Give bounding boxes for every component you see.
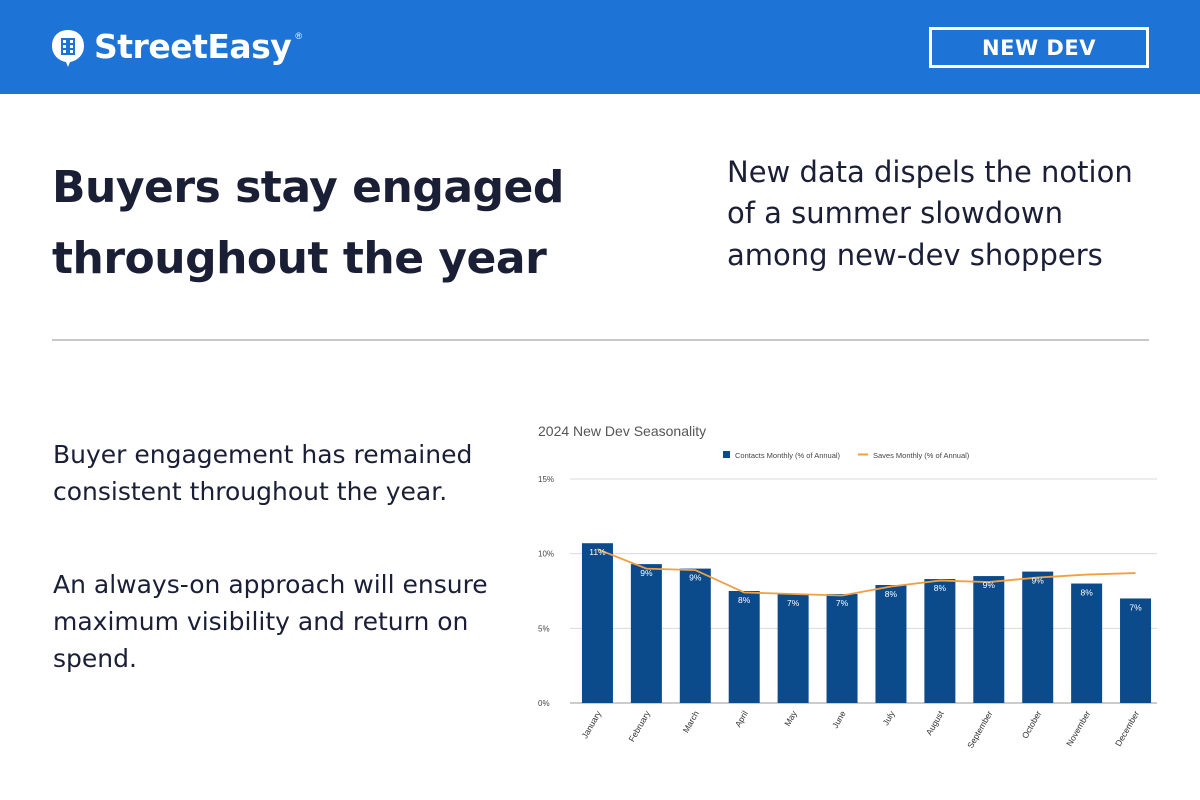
divider — [52, 339, 1149, 341]
bar-april — [728, 591, 760, 703]
brand-name: StreetEasy — [94, 26, 292, 66]
x-tick-label: October — [1020, 709, 1044, 740]
bar-december — [1120, 598, 1152, 703]
data-label: 7% — [787, 598, 800, 608]
headline-line-2: throughout the year — [52, 233, 547, 285]
body-paragraph-1: Buyer engagement has remained consistent… — [53, 440, 473, 506]
chart-svg: 2024 New Dev Seasonality Contacts Monthly… — [538, 423, 1157, 750]
data-label: 9% — [1032, 576, 1045, 586]
y-tick-label: 0% — [538, 699, 550, 708]
x-tick-label: January — [579, 708, 603, 740]
headline-line-1: Buyers stay engaged — [52, 162, 564, 213]
data-label: 7% — [1129, 602, 1142, 612]
x-tick-label: March — [681, 709, 702, 735]
registered-mark: ® — [295, 31, 302, 41]
header-bar: StreetEasy ® NEW DEV — [0, 0, 1200, 94]
bar-october — [1022, 571, 1054, 703]
bar-september — [973, 576, 1005, 703]
data-label: 8% — [738, 595, 751, 605]
data-label: 8% — [934, 583, 947, 593]
page-title: Buyers stay engaged throughout the year — [52, 152, 632, 295]
chart-title: 2024 New Dev Seasonality — [538, 423, 706, 439]
x-tick-label: April — [733, 709, 750, 729]
x-tick-label: November — [1064, 709, 1092, 748]
logo[interactable]: StreetEasy ® — [50, 26, 306, 68]
x-tick-label: July — [880, 708, 897, 727]
data-label: 8% — [885, 589, 898, 599]
building-icon — [52, 30, 84, 67]
x-tick-label: May — [782, 708, 799, 728]
data-label: 9% — [689, 573, 702, 583]
bar-august — [924, 579, 956, 703]
y-tick-label: 10% — [538, 550, 554, 559]
legend-label-contacts: Contacts Monthly (% of Annual) — [735, 451, 841, 460]
x-tick-label: December — [1113, 709, 1141, 748]
seasonality-chart: 2024 New Dev Seasonality Contacts Monthly… — [530, 418, 1170, 788]
x-tick-label: June — [830, 709, 848, 730]
y-tick-label: 5% — [538, 624, 550, 633]
bar-may — [777, 593, 809, 703]
data-label: 11% — [589, 547, 606, 557]
bar-march — [679, 568, 711, 703]
bar-june — [826, 593, 858, 703]
bar-january — [581, 543, 613, 703]
data-label: 7% — [836, 598, 849, 608]
subheadline: New data dispels the notion of a summer … — [727, 152, 1167, 276]
bar-july — [875, 585, 907, 703]
bar-november — [1071, 583, 1103, 703]
data-label: 8% — [1080, 588, 1093, 598]
subhead-line-2: of a summer slowdown — [727, 196, 1064, 231]
subhead-line-3: among new-dev shoppers — [727, 237, 1103, 272]
y-tick-label: 15% — [538, 475, 554, 484]
bar-february — [630, 564, 662, 703]
saves-line — [597, 548, 1136, 597]
legend-swatch-contacts — [723, 451, 730, 458]
x-tick-label: August — [924, 708, 946, 736]
subhead-line-1: New data dispels the notion — [727, 155, 1133, 189]
x-tick-label: February — [626, 708, 652, 743]
x-tick-label: September — [965, 709, 995, 750]
body-paragraph-2: An always-on approach will ensure maximu… — [53, 570, 488, 673]
legend-label-saves: Saves Monthly (% of Annual) — [873, 451, 970, 460]
data-label: 9% — [983, 580, 996, 590]
data-label: 9% — [640, 568, 653, 578]
new-dev-badge[interactable]: NEW DEV — [929, 27, 1149, 68]
